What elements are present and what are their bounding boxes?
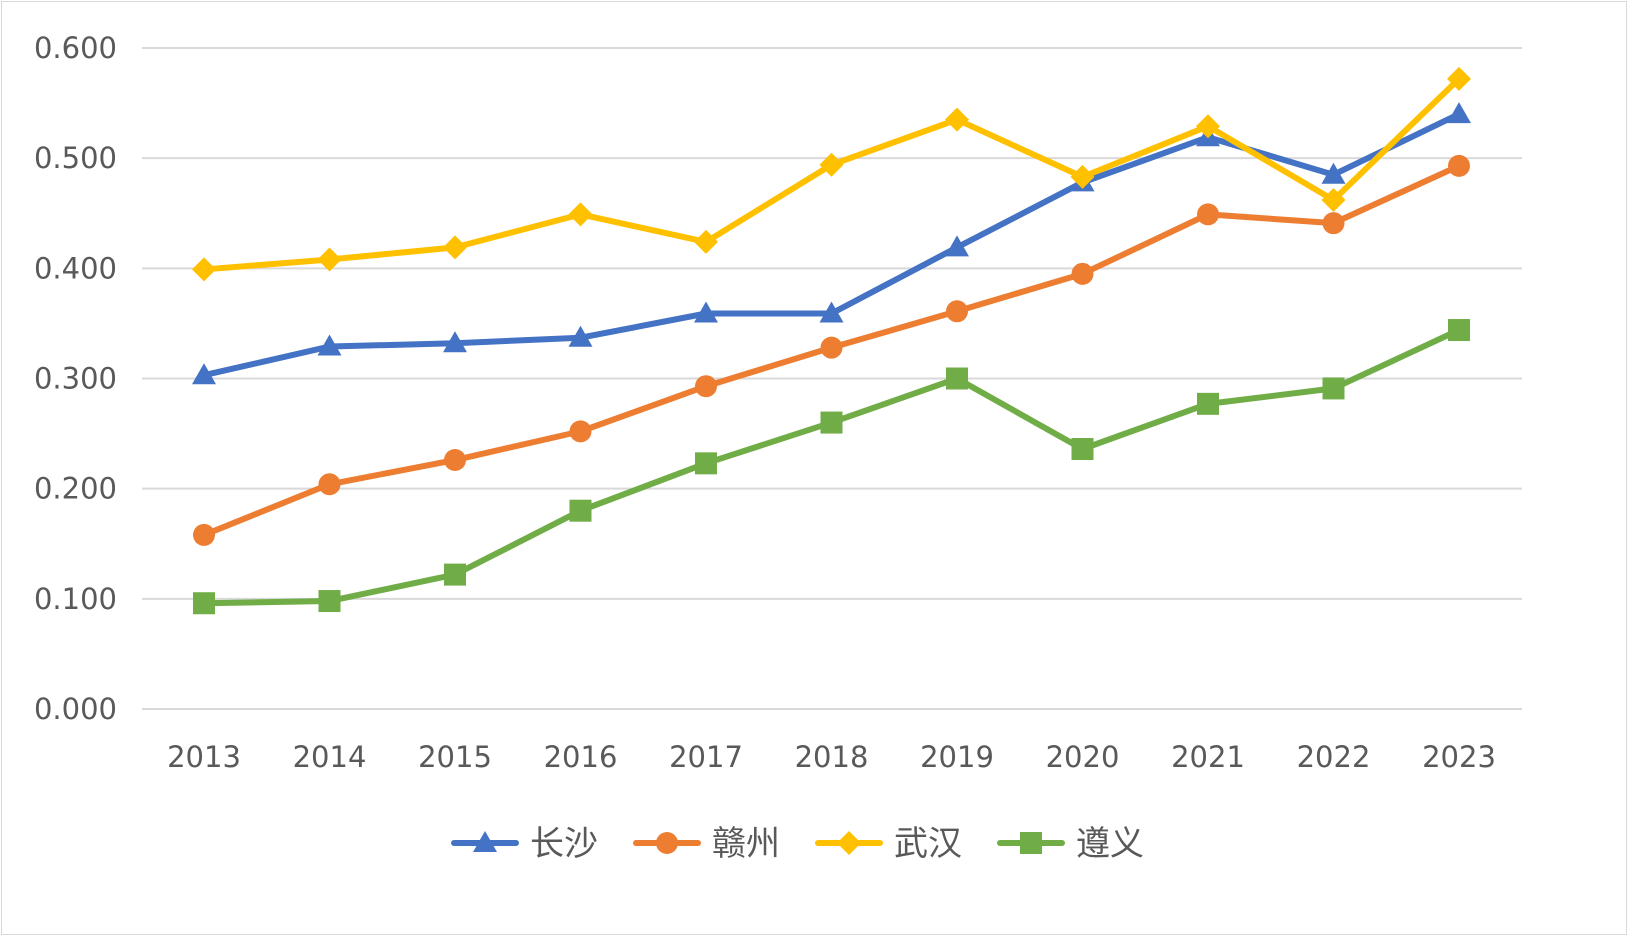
legend-marker [656,832,678,854]
y-tick-label: 0.100 [34,582,117,616]
series-lines [192,66,1471,615]
data-point [444,563,466,586]
gridlines [142,47,1522,710]
y-tick-label: 0.500 [34,141,117,175]
data-point [1321,162,1346,184]
data-point [1071,262,1094,285]
y-tick-label: 0.000 [34,692,117,726]
data-point [1447,66,1471,91]
x-axis-labels: 2013 2014 2015 2016 2017 2018 2019 2020 2021 2022… [167,740,1496,774]
data-point [1448,319,1470,342]
x-tick-label: 2022 [1297,740,1371,774]
y-tick-label: 0.200 [34,472,117,506]
data-point [192,363,216,385]
data-point [193,592,215,615]
data-point [1196,114,1220,139]
data-point [694,301,718,323]
legend-label: 赣州 [712,824,780,864]
data-point [1448,154,1470,177]
legend-label: 长沙 [530,824,598,864]
legend-item: 武汉 [815,824,962,864]
data-point [318,590,341,613]
data-point [1197,203,1219,226]
y-tick-label: 0.300 [34,362,117,396]
legend-label: 武汉 [894,824,962,864]
data-point [1321,188,1346,213]
data-point [1322,212,1345,235]
y-axis-labels: 0.000 0.100 0.200 0.300 0.400 0.500 0.600 [34,31,117,726]
data-point [443,235,467,260]
series-4 [193,319,1470,615]
data-point [443,331,467,353]
legend-marker [1020,832,1042,854]
x-tick-label: 2017 [669,740,743,774]
x-tick-label: 2018 [795,740,869,774]
legend-marker [837,831,861,855]
data-point [695,452,717,475]
data-point [318,473,341,496]
series-line [201,327,1462,607]
series-3 [192,66,1471,282]
data-point [1197,392,1219,415]
data-point [317,247,342,272]
data-point [819,152,844,177]
legend: 长沙 赣州 武汉 遵义 [451,824,1144,864]
x-tick-label: 2016 [544,740,618,774]
legend-marker [473,831,497,852]
data-point [568,202,593,227]
data-point [819,301,844,323]
x-tick-label: 2021 [1171,740,1245,774]
x-tick-label: 2019 [920,740,994,774]
data-point [946,367,968,390]
x-tick-label: 2015 [418,740,492,774]
data-point [945,235,969,257]
data-point [193,523,215,546]
data-point [1070,164,1095,189]
y-tick-label: 0.400 [34,251,117,285]
data-point [444,449,466,472]
data-point [945,107,969,132]
data-point [694,229,718,254]
data-point [317,334,342,356]
x-tick-label: 2023 [1422,740,1496,774]
legend-item: 长沙 [451,824,598,864]
data-point [1322,377,1345,400]
data-point [192,257,216,282]
data-point [568,325,593,347]
legend-item: 遵义 [997,824,1144,864]
data-point [820,411,843,434]
legend-item: 赣州 [633,824,780,864]
data-point [695,375,717,398]
data-point [820,336,843,359]
series-2 [193,154,1470,546]
legend-label: 遵义 [1076,824,1144,864]
x-tick-label: 2014 [293,740,367,774]
x-tick-label: 2020 [1046,740,1120,774]
y-tick-label: 0.600 [34,31,117,65]
data-point [569,420,592,443]
data-point [1447,102,1471,124]
data-point [569,499,592,522]
x-tick-label: 2013 [167,740,241,774]
data-point [946,300,968,323]
data-point [1071,438,1094,461]
